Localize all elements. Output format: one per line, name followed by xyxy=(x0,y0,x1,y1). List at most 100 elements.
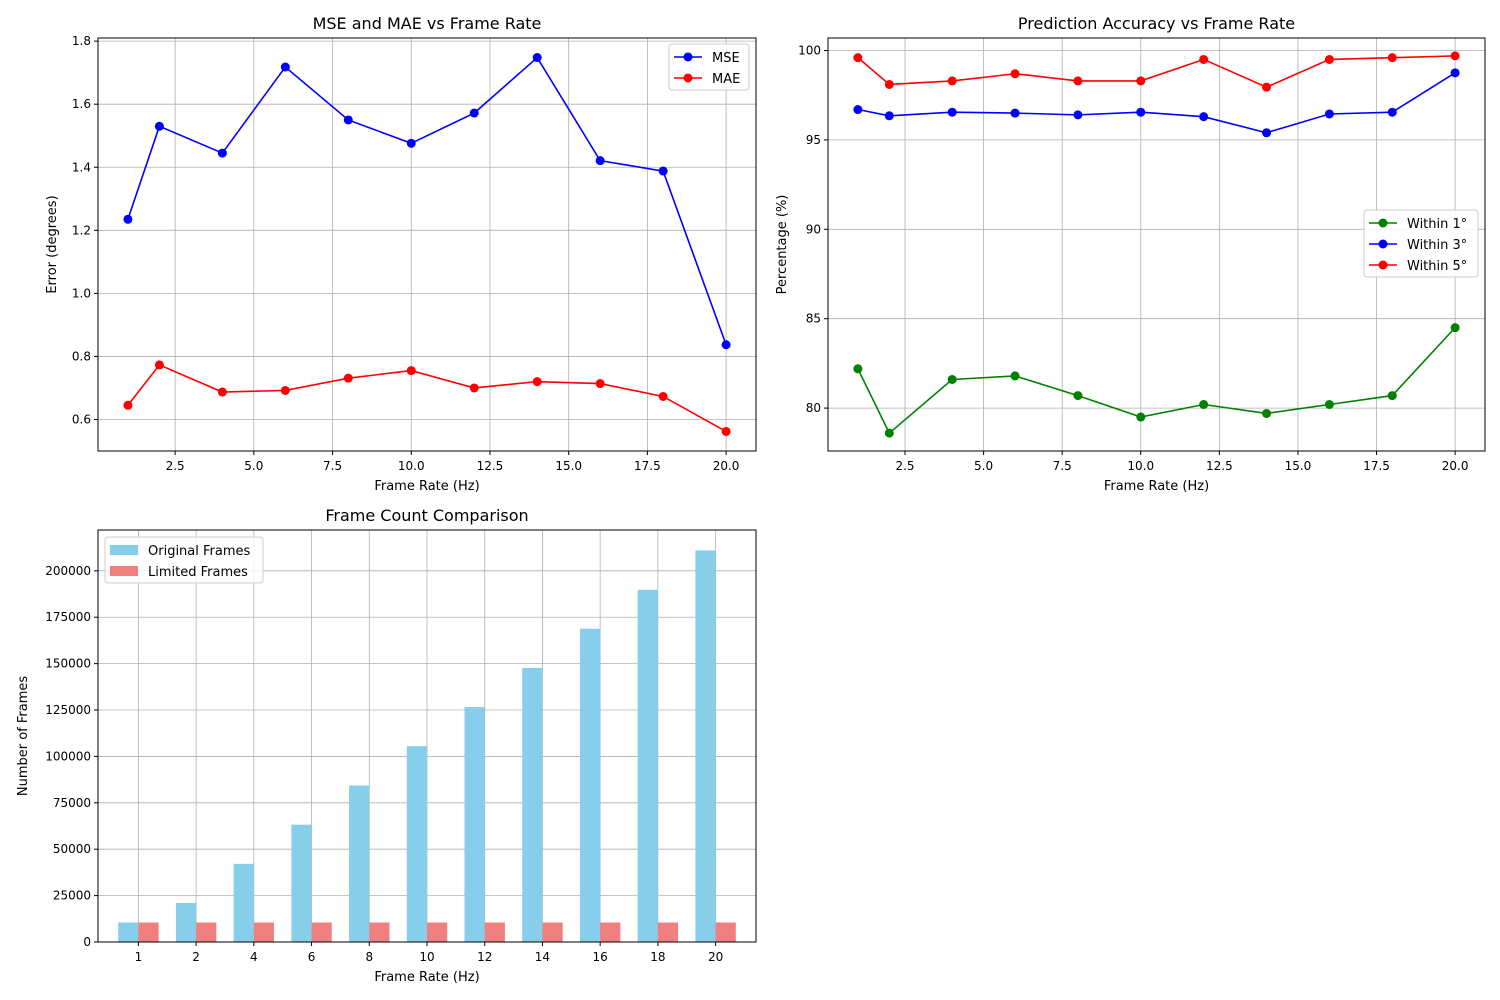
bar xyxy=(657,922,679,942)
x-tick-label: 14 xyxy=(535,950,550,964)
ticks: 2.5 5.0 7.5 10.0 12.5 15.0 17.5 20.0 80 85 90 95 100 xyxy=(798,44,1468,473)
y-tick-label: 1.8 xyxy=(72,34,91,48)
legend-label: Within 1° xyxy=(1407,217,1467,232)
y-tick-label: 1.6 xyxy=(72,97,91,111)
x-tick-label: 20 xyxy=(708,950,723,964)
data-point xyxy=(1324,400,1334,410)
data-point xyxy=(123,214,133,224)
data-point xyxy=(1324,54,1334,64)
y-tick-label: 0.8 xyxy=(72,349,91,363)
bar xyxy=(311,922,332,942)
legend: Within 1° Within 3° Within 5° xyxy=(1363,209,1479,278)
bar xyxy=(695,550,716,942)
legend-label: MSE xyxy=(712,51,740,66)
data-point xyxy=(1324,109,1334,119)
legend-entry: MAE xyxy=(674,72,740,87)
bar xyxy=(196,922,217,942)
chart-title: MSE and MAE vs Frame Rate xyxy=(313,14,542,33)
data-point xyxy=(1387,53,1397,63)
data-point xyxy=(1073,76,1083,86)
x-tick-label: 8 xyxy=(365,950,373,964)
data-point xyxy=(532,53,542,63)
y-tick-label: 1.4 xyxy=(72,160,91,174)
data-point xyxy=(721,426,731,436)
x-tick-label: 16 xyxy=(593,950,608,964)
data-point xyxy=(1199,112,1209,122)
legend-marker xyxy=(683,52,693,62)
data-point xyxy=(1136,107,1146,117)
bar xyxy=(427,922,448,942)
y-tick-label: 150000 xyxy=(45,657,91,671)
legend-label: Original Frames xyxy=(148,544,251,559)
data-point xyxy=(1010,69,1020,79)
legend-label: Within 3° xyxy=(1407,238,1467,253)
x-tick-label: 10.0 xyxy=(1127,459,1154,473)
series-original-frames xyxy=(118,550,716,942)
data-point xyxy=(853,53,863,63)
x-tick-label: 2 xyxy=(192,950,200,964)
data-point xyxy=(469,108,479,118)
bar xyxy=(291,824,312,942)
data-point xyxy=(721,340,731,350)
data-point xyxy=(884,111,894,121)
grid xyxy=(98,38,756,451)
data-point xyxy=(1387,107,1397,117)
y-axis-label: Number of Frames xyxy=(16,676,31,797)
series-line xyxy=(857,327,1456,435)
x-tick-label: 2.5 xyxy=(895,459,914,473)
legend: Original Frames Limited Frames xyxy=(104,536,264,584)
data-point xyxy=(1450,68,1460,78)
data-point xyxy=(1136,76,1146,86)
bar xyxy=(542,922,563,942)
x-tick-label: 10.0 xyxy=(398,459,425,473)
legend-entry: MSE xyxy=(674,51,740,66)
legend-box xyxy=(104,536,264,584)
bar xyxy=(484,922,505,942)
x-tick-label: 15.0 xyxy=(555,459,582,473)
x-tick-label: 5.0 xyxy=(244,459,263,473)
y-tick-label: 175000 xyxy=(45,610,91,624)
data-point xyxy=(343,373,353,383)
x-axis-label: Frame Rate (Hz) xyxy=(374,479,479,494)
legend-entry: Original Frames xyxy=(110,544,251,559)
data-point xyxy=(853,105,863,115)
data-point xyxy=(280,385,290,395)
y-tick-label: 100000 xyxy=(45,749,91,763)
legend-box xyxy=(1363,209,1479,278)
data-point xyxy=(1010,108,1020,118)
legend-marker xyxy=(1378,260,1388,270)
bar xyxy=(175,903,197,942)
data-point xyxy=(154,360,164,370)
x-axis-label: Frame Rate (Hz) xyxy=(374,970,479,985)
bar xyxy=(369,922,390,942)
x-tick-label: 7.5 xyxy=(1053,459,1072,473)
data-point xyxy=(154,121,164,131)
data-point xyxy=(947,76,957,86)
y-tick-label: 0.6 xyxy=(72,412,91,426)
bar xyxy=(637,589,658,942)
y-tick-label: 95 xyxy=(806,133,821,147)
data-point xyxy=(1262,128,1272,138)
y-tick-label: 200000 xyxy=(45,564,91,578)
y-axis-label: Error (degrees) xyxy=(45,195,60,293)
series-within-5- xyxy=(853,51,1460,92)
y-tick-label: 0 xyxy=(83,935,91,949)
data-point xyxy=(343,115,353,125)
data-point xyxy=(853,364,863,374)
legend-entry: Within 3° xyxy=(1369,238,1467,253)
x-tick-label: 10 xyxy=(419,950,434,964)
bar xyxy=(715,922,736,942)
legend-label: Limited Frames xyxy=(148,565,248,580)
legend-swatch xyxy=(110,545,138,555)
data-point xyxy=(658,166,668,176)
data-point xyxy=(217,387,227,397)
legend-marker xyxy=(683,73,693,83)
y-tick-label: 125000 xyxy=(45,703,91,717)
y-tick-label: 90 xyxy=(806,222,821,236)
series-line xyxy=(127,56,727,346)
x-tick-label: 12 xyxy=(477,950,492,964)
legend-label: MAE xyxy=(712,72,740,87)
bar xyxy=(349,785,370,942)
data-point xyxy=(884,428,894,438)
y-tick-label: 75000 xyxy=(53,796,91,810)
